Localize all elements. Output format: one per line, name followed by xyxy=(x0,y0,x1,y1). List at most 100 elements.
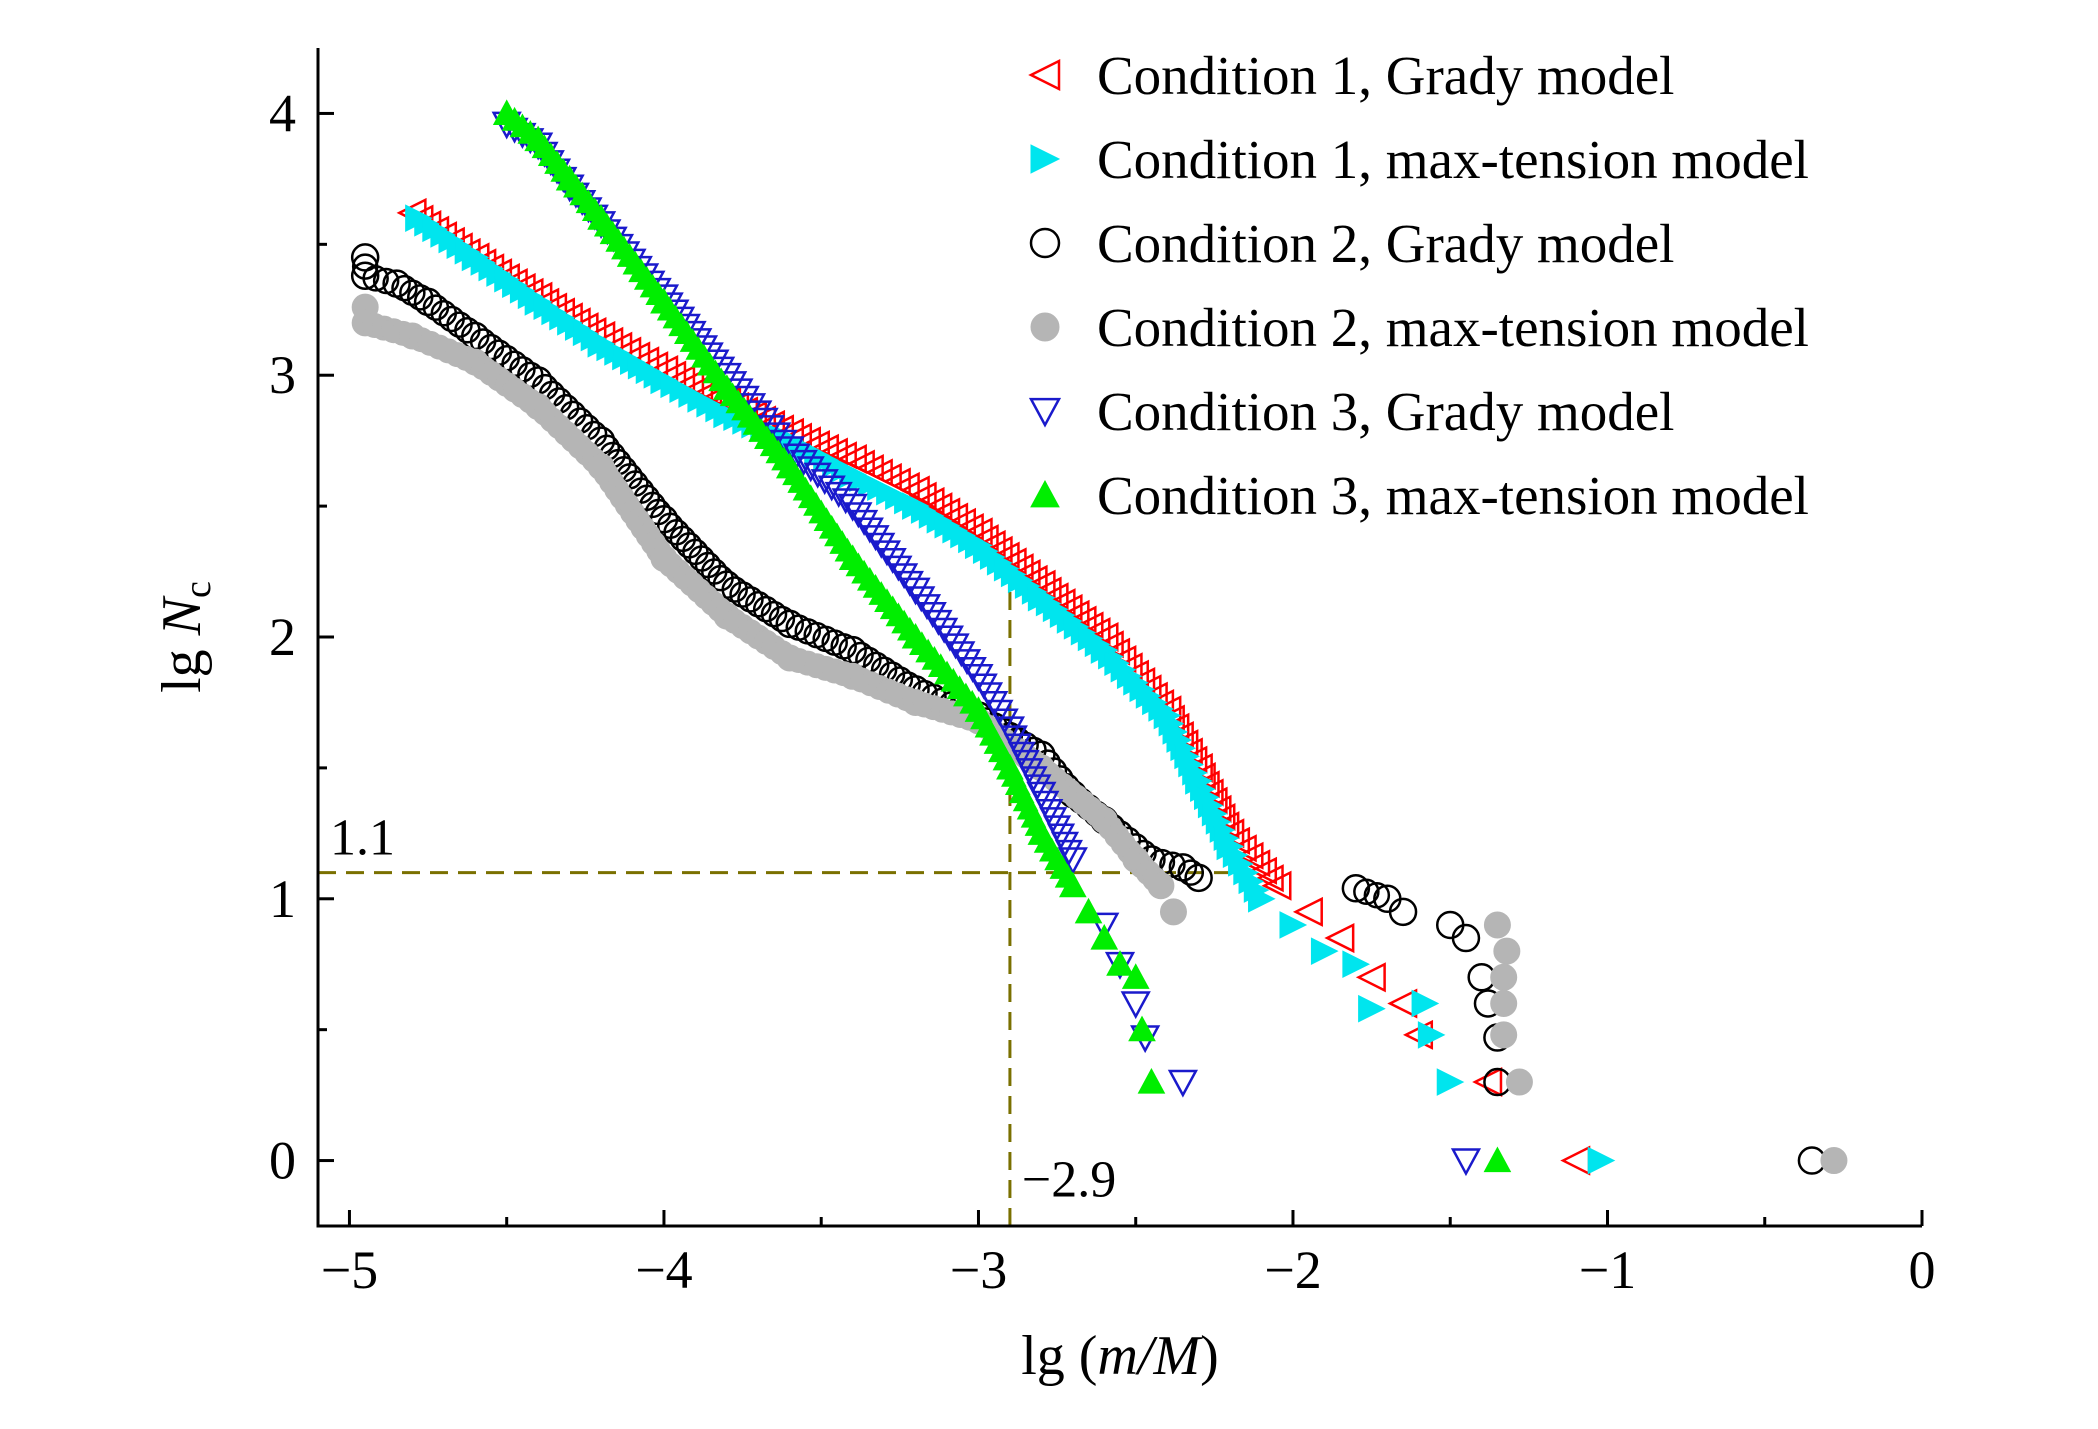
x-axis-label-suffix: ) xyxy=(1200,1325,1219,1387)
x-axis-label: lg (m/M) xyxy=(1021,1325,1219,1387)
data-point xyxy=(1355,962,1386,993)
data-point xyxy=(1106,950,1134,976)
data-point xyxy=(1089,912,1120,941)
plot-area: −5 −4 −3 −2 −1 0 0 1 2 3 4 xyxy=(269,48,1936,1300)
legend-marker xyxy=(1028,397,1062,428)
data-point xyxy=(837,493,868,522)
data-point xyxy=(1090,923,1119,950)
data-point xyxy=(1490,963,1518,991)
data-point xyxy=(1159,898,1187,926)
data-point xyxy=(1057,847,1088,876)
data-point-dense xyxy=(912,594,942,621)
y-tick-label: 3 xyxy=(269,345,296,405)
data-point xyxy=(1310,937,1339,965)
data-point xyxy=(1279,911,1308,939)
data-point xyxy=(1121,963,1150,989)
legend-label: Condition 1, Grady model xyxy=(1097,45,1674,106)
data-point xyxy=(1388,897,1418,927)
data-point xyxy=(350,261,380,290)
y-tick-label: 0 xyxy=(269,1131,296,1191)
data-point xyxy=(1483,911,1511,939)
data-point xyxy=(1483,1146,1512,1173)
data-point-dense xyxy=(844,502,873,529)
y-axis-label: lg Nc xyxy=(151,581,219,693)
y-axis-ticks: 0 1 2 3 4 xyxy=(269,83,334,1191)
data-point xyxy=(1074,897,1103,924)
x-axis-ticks: −5 −4 −3 −2 −1 0 xyxy=(321,1210,1936,1300)
data-point-dense xyxy=(362,265,389,292)
data-point-dense xyxy=(810,469,839,496)
data-point xyxy=(1490,989,1518,1017)
data-point-dense xyxy=(745,591,772,618)
legend-label: Condition 2, Grady model xyxy=(1097,213,1674,274)
data-point xyxy=(1358,994,1386,1023)
x-tick-label: 0 xyxy=(1909,1240,1936,1300)
data-point-dense xyxy=(878,547,907,575)
data-point xyxy=(1505,1068,1533,1096)
x-axis-label-prefix: lg ( xyxy=(1021,1325,1097,1387)
data-point-dense xyxy=(924,609,953,636)
y-tick-label: 2 xyxy=(269,607,296,667)
data-point-dense xyxy=(789,449,818,476)
data-point xyxy=(1292,896,1323,927)
axis-frame xyxy=(316,48,1922,1228)
data-point-dense xyxy=(817,475,846,502)
legend-item: Condition 2, Grady model xyxy=(1029,213,1674,274)
data-point xyxy=(1820,1147,1848,1175)
data-point-dense xyxy=(768,605,796,633)
data-point-dense xyxy=(803,462,832,489)
legend-item: Condition 3, Grady model xyxy=(1028,381,1674,442)
legend-item: Condition 2, max-tension model xyxy=(1030,297,1809,358)
data-point xyxy=(1147,872,1175,900)
legend-marker xyxy=(1030,312,1060,342)
data-point xyxy=(1324,923,1355,954)
data-point-dense xyxy=(884,555,913,582)
legend-item: Condition 1, Grady model xyxy=(1028,45,1674,106)
legend-label: Condition 3, max-tension model xyxy=(1097,465,1809,526)
legend-label: Condition 1, max-tension model xyxy=(1097,129,1809,190)
legend-label: Condition 2, max-tension model xyxy=(1097,297,1809,358)
data-point-dense xyxy=(930,617,959,644)
data-point-dense xyxy=(867,532,896,559)
data-point-dense xyxy=(796,456,825,483)
guide-y-label: 1.1 xyxy=(330,810,395,867)
data-point xyxy=(1490,1021,1518,1049)
y-axis-label-sub: c xyxy=(177,581,219,598)
data-point-dense xyxy=(1353,878,1380,906)
legend-marker xyxy=(1030,144,1061,174)
data-point-dense xyxy=(890,563,919,590)
data-point-dense xyxy=(935,625,964,652)
data-point xyxy=(1341,874,1371,903)
data-point-dense xyxy=(669,525,697,553)
legend-marker xyxy=(1028,58,1061,92)
x-axis-label-var: m/M xyxy=(1097,1325,1203,1387)
data-point xyxy=(1137,1067,1166,1094)
data-point xyxy=(1167,1069,1198,1098)
data-point xyxy=(1120,991,1151,1020)
data-point-dense xyxy=(831,488,860,515)
data-point-dense xyxy=(737,586,764,613)
data-point xyxy=(1342,950,1371,979)
data-point-dense xyxy=(760,600,788,628)
data-point xyxy=(1493,937,1521,965)
x-tick-label: −1 xyxy=(1579,1240,1636,1300)
data-point-dense xyxy=(694,551,722,579)
data-point-dense xyxy=(438,305,465,333)
data-point xyxy=(1417,1021,1446,1049)
data-point xyxy=(1587,1146,1616,1175)
legend-item: Condition 1, max-tension model xyxy=(1030,129,1809,190)
data-series xyxy=(350,99,1848,1177)
guide-x-label: −2.9 xyxy=(1022,1152,1116,1209)
data-point xyxy=(1436,1068,1465,1096)
data-point-dense xyxy=(721,576,748,603)
data-point-dense xyxy=(918,601,947,629)
data-point-dense xyxy=(729,581,756,608)
series-6 xyxy=(492,99,1512,1173)
data-point-dense xyxy=(861,525,890,552)
data-point-dense xyxy=(941,633,970,660)
data-point-dense xyxy=(907,586,936,613)
data-point xyxy=(1411,989,1440,1018)
series-2 xyxy=(405,204,1616,1175)
data-point-dense xyxy=(947,641,976,668)
legend-marker xyxy=(1029,227,1061,259)
